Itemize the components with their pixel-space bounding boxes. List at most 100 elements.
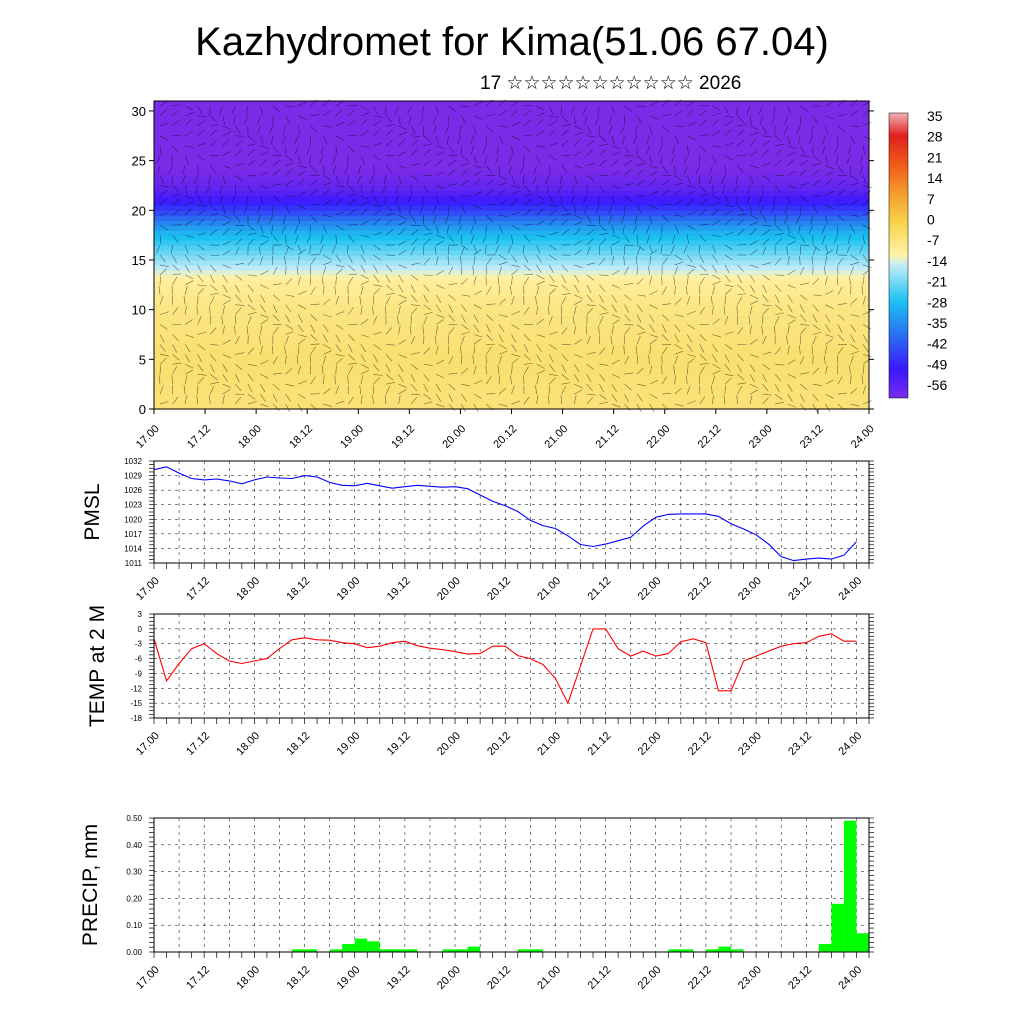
wind-barb bbox=[536, 130, 545, 137]
wind-barb bbox=[423, 347, 430, 355]
heatmap-xtick-label: 23.12 bbox=[798, 423, 826, 451]
wind-barb bbox=[661, 376, 668, 385]
wind-barb bbox=[749, 165, 759, 169]
wind-barb bbox=[410, 229, 419, 236]
wind-barb bbox=[473, 115, 483, 120]
ytick-label: 3 bbox=[138, 610, 143, 619]
wind-barb bbox=[473, 338, 482, 345]
wind-barb bbox=[561, 296, 567, 305]
wind-barb bbox=[222, 115, 226, 125]
precip-bar bbox=[379, 949, 418, 952]
wind-barb bbox=[733, 185, 738, 194]
wind-barb bbox=[448, 183, 458, 186]
wind-barb bbox=[674, 403, 684, 407]
wind-barb bbox=[523, 185, 531, 193]
wind-barb bbox=[836, 155, 839, 165]
wind-barb bbox=[285, 105, 295, 108]
wind-barb bbox=[712, 286, 716, 295]
ytick-label: 1020 bbox=[124, 515, 142, 524]
wind-barb bbox=[511, 190, 520, 196]
wind-barb bbox=[410, 140, 419, 146]
wind-barb bbox=[649, 165, 659, 169]
wind-barb bbox=[260, 105, 264, 115]
wind-barb bbox=[712, 395, 714, 405]
wind-barb bbox=[335, 145, 338, 155]
wind-barb bbox=[369, 175, 374, 184]
wind-barb bbox=[511, 400, 521, 405]
xtick-label: 18.12 bbox=[284, 575, 312, 603]
wind-barb bbox=[746, 105, 751, 115]
wind-barb bbox=[699, 334, 707, 342]
wind-barb bbox=[235, 364, 243, 371]
wind-barb bbox=[586, 125, 592, 134]
wind-barb bbox=[825, 393, 834, 399]
wind-barb bbox=[762, 397, 769, 405]
wind-barb bbox=[599, 312, 609, 315]
wind-barb bbox=[407, 105, 412, 115]
xtick-label: 19.12 bbox=[385, 964, 413, 992]
wind-barb bbox=[687, 324, 696, 330]
wind-barb bbox=[687, 122, 696, 127]
wind-barb bbox=[209, 274, 215, 284]
wind-barb bbox=[850, 225, 855, 234]
wind-barb bbox=[172, 362, 182, 365]
wind-barb bbox=[348, 334, 355, 342]
wind-barb bbox=[323, 110, 331, 117]
wind-barb bbox=[800, 282, 810, 286]
wind-barb bbox=[398, 240, 407, 246]
wind-barb bbox=[448, 356, 454, 365]
wind-barb bbox=[687, 135, 696, 141]
wind-barb bbox=[775, 274, 785, 276]
wind-barb bbox=[749, 354, 759, 358]
precip-bar bbox=[354, 938, 368, 952]
wind-barb bbox=[348, 224, 358, 226]
wind-barb bbox=[685, 375, 688, 385]
wind-barb bbox=[749, 264, 759, 269]
wind-barb bbox=[247, 238, 255, 246]
wind-barb bbox=[459, 345, 462, 355]
wind-barb bbox=[800, 327, 807, 335]
wind-barb bbox=[159, 296, 164, 305]
wind-barb bbox=[461, 383, 471, 387]
wind-barb bbox=[850, 344, 859, 350]
wind-barb bbox=[661, 324, 667, 333]
wind-barb bbox=[674, 324, 681, 332]
wind-barb bbox=[611, 393, 618, 402]
wind-barb bbox=[683, 155, 688, 165]
wind-barb bbox=[687, 190, 696, 196]
wind-barb bbox=[297, 249, 306, 256]
wind-barb bbox=[410, 246, 416, 256]
wind-barb bbox=[359, 385, 362, 395]
wind-barb bbox=[548, 274, 555, 283]
wind-barb bbox=[348, 362, 358, 365]
wind-barb bbox=[624, 314, 631, 322]
wind-barb bbox=[674, 125, 684, 128]
wind-barb bbox=[461, 393, 467, 402]
wind-barb bbox=[272, 159, 281, 166]
wind-barb bbox=[823, 355, 826, 365]
wind-barb bbox=[197, 218, 205, 226]
wind-barb bbox=[498, 388, 507, 395]
wind-barb bbox=[812, 336, 817, 345]
wind-barb bbox=[398, 150, 407, 156]
wind-barb bbox=[687, 400, 696, 405]
wind-barb bbox=[762, 175, 771, 181]
xtick-label: 22.12 bbox=[686, 964, 714, 992]
wind-barb bbox=[485, 275, 487, 285]
wind-barb bbox=[359, 295, 362, 305]
wind-barb bbox=[507, 155, 512, 165]
wind-barb bbox=[762, 393, 772, 396]
wind-barb bbox=[862, 121, 872, 127]
wind-barb bbox=[737, 327, 744, 335]
wind-barb bbox=[281, 135, 286, 145]
wind-barb bbox=[561, 354, 568, 362]
wind-barb bbox=[595, 205, 600, 214]
wind-barb bbox=[536, 155, 541, 165]
wind-barb bbox=[624, 356, 629, 365]
wind-barb bbox=[758, 105, 763, 115]
wind-barb bbox=[574, 165, 584, 169]
precip-bar bbox=[467, 946, 481, 952]
wind-barb bbox=[862, 224, 872, 230]
wind-barb bbox=[172, 185, 180, 193]
